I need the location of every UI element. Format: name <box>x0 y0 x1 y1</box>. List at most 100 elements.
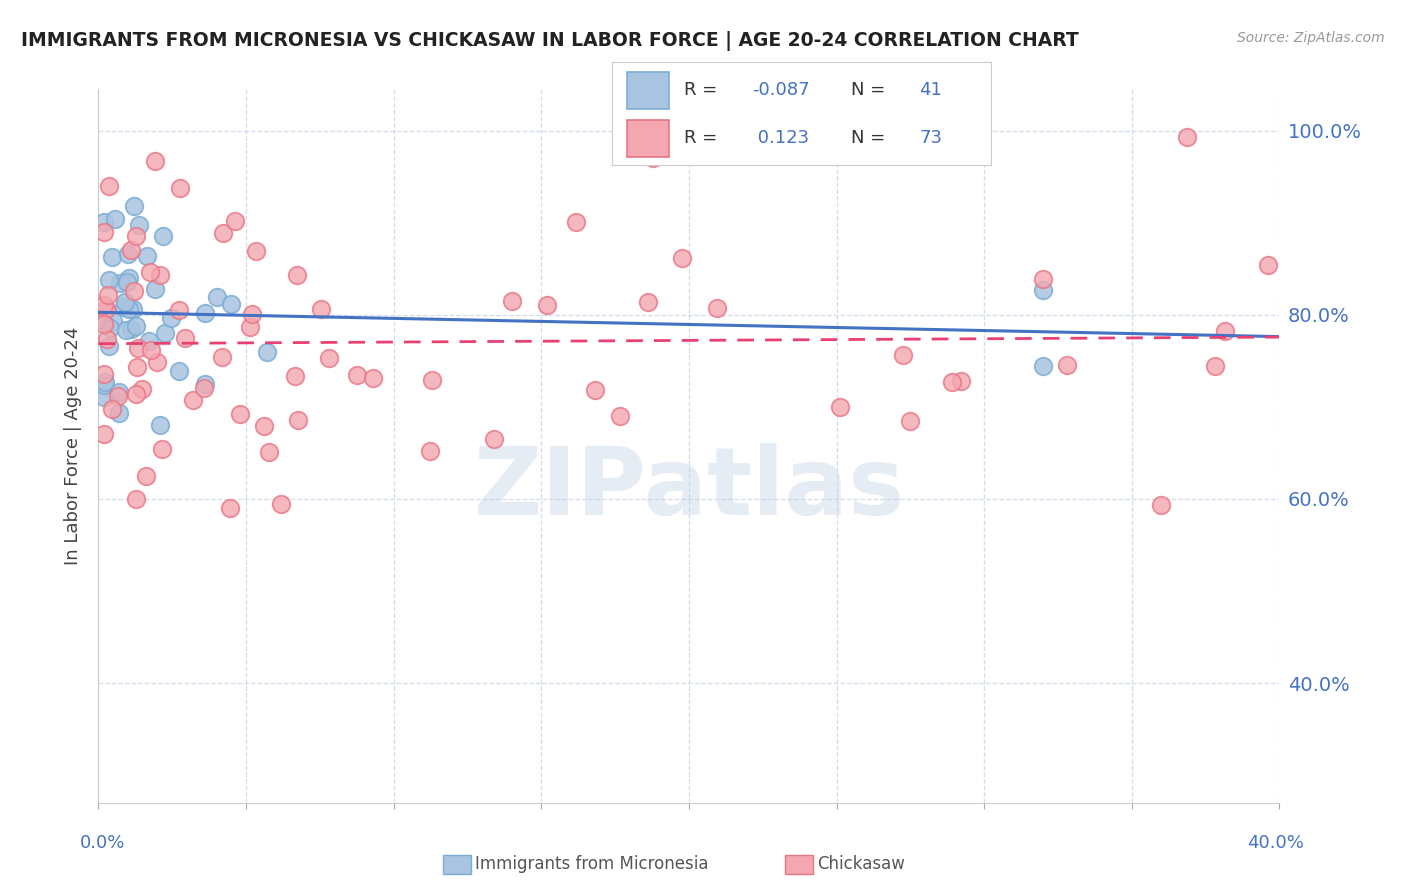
Point <box>950 374 973 388</box>
Point <box>124 387 146 401</box>
Point <box>93 368 115 382</box>
Point <box>146 354 169 368</box>
Y-axis label: In Labor Force | Age 20-24: In Labor Force | Age 20-24 <box>65 326 83 566</box>
Point <box>98 320 121 334</box>
Point <box>285 268 308 283</box>
Text: Chickasaw: Chickasaw <box>817 855 905 873</box>
Point <box>117 247 139 261</box>
Point <box>169 181 191 195</box>
Point <box>706 301 728 316</box>
Text: 0.0%: 0.0% <box>80 834 125 852</box>
Point <box>93 215 115 229</box>
Point <box>583 383 606 397</box>
Point <box>643 151 665 165</box>
Text: N =: N = <box>851 81 884 99</box>
Point <box>239 320 262 334</box>
FancyBboxPatch shape <box>627 120 669 157</box>
Point <box>97 339 120 353</box>
Point <box>149 418 172 433</box>
Point <box>93 390 115 404</box>
Text: 41: 41 <box>920 81 942 99</box>
Point <box>224 213 246 227</box>
Point <box>94 375 117 389</box>
Point <box>143 282 166 296</box>
Point <box>134 468 156 483</box>
Text: 73: 73 <box>920 129 942 147</box>
Point <box>118 301 141 316</box>
Point <box>114 295 136 310</box>
Point <box>363 371 385 385</box>
Point <box>159 311 181 326</box>
Point <box>101 250 124 264</box>
Point <box>115 275 138 289</box>
Point <box>830 401 852 415</box>
Point <box>125 318 148 333</box>
Point <box>104 211 127 226</box>
Point <box>107 406 129 420</box>
Text: 40.0%: 40.0% <box>1247 834 1303 852</box>
Point <box>205 290 228 304</box>
Point <box>346 368 368 383</box>
Point <box>127 341 149 355</box>
Point <box>128 219 150 233</box>
Point <box>1204 359 1226 373</box>
Point <box>194 306 217 320</box>
Point <box>270 497 292 511</box>
Text: IMMIGRANTS FROM MICRONESIA VS CHICKASAW IN LABOR FORCE | AGE 20-24 CORRELATION C: IMMIGRANTS FROM MICRONESIA VS CHICKASAW … <box>21 31 1078 51</box>
Point <box>143 154 166 169</box>
Point <box>1032 359 1054 374</box>
Point <box>150 442 173 457</box>
Point <box>93 225 115 239</box>
Point <box>131 382 153 396</box>
Point <box>108 385 131 400</box>
Point <box>121 301 143 316</box>
Point <box>136 249 159 263</box>
Text: Immigrants from Micronesia: Immigrants from Micronesia <box>475 855 709 873</box>
Point <box>219 296 242 310</box>
Point <box>127 360 149 375</box>
Point <box>93 318 115 332</box>
Point <box>108 276 131 290</box>
Point <box>229 407 252 421</box>
Point <box>419 443 441 458</box>
Point <box>1032 283 1054 297</box>
Point <box>287 413 309 427</box>
Point <box>245 244 267 259</box>
Point <box>96 301 118 316</box>
Point <box>893 348 915 362</box>
Point <box>155 326 177 341</box>
Text: 0.123: 0.123 <box>752 129 810 147</box>
Point <box>96 332 118 346</box>
Point <box>219 500 242 515</box>
Point <box>211 351 233 365</box>
Point <box>167 302 190 317</box>
Point <box>118 271 141 285</box>
Point <box>101 402 124 417</box>
Point <box>167 364 190 378</box>
Point <box>501 293 523 308</box>
Text: R =: R = <box>683 129 717 147</box>
FancyBboxPatch shape <box>627 71 669 109</box>
Point <box>125 228 148 243</box>
Text: Source: ZipAtlas.com: Source: ZipAtlas.com <box>1237 31 1385 45</box>
Point <box>212 226 235 240</box>
Point <box>115 323 138 337</box>
Point <box>482 432 505 446</box>
Point <box>1175 130 1198 145</box>
Point <box>181 392 204 407</box>
Point <box>565 215 588 229</box>
Point <box>138 334 160 348</box>
Point <box>120 322 142 336</box>
Point <box>194 377 217 392</box>
Point <box>1032 272 1054 286</box>
Text: R =: R = <box>683 81 717 99</box>
Point <box>898 414 921 428</box>
Point <box>941 375 963 389</box>
Point <box>139 343 162 357</box>
Point <box>257 445 280 459</box>
Point <box>193 381 215 395</box>
Point <box>112 300 135 314</box>
Point <box>93 426 115 441</box>
Point <box>97 179 120 194</box>
Point <box>122 199 145 213</box>
